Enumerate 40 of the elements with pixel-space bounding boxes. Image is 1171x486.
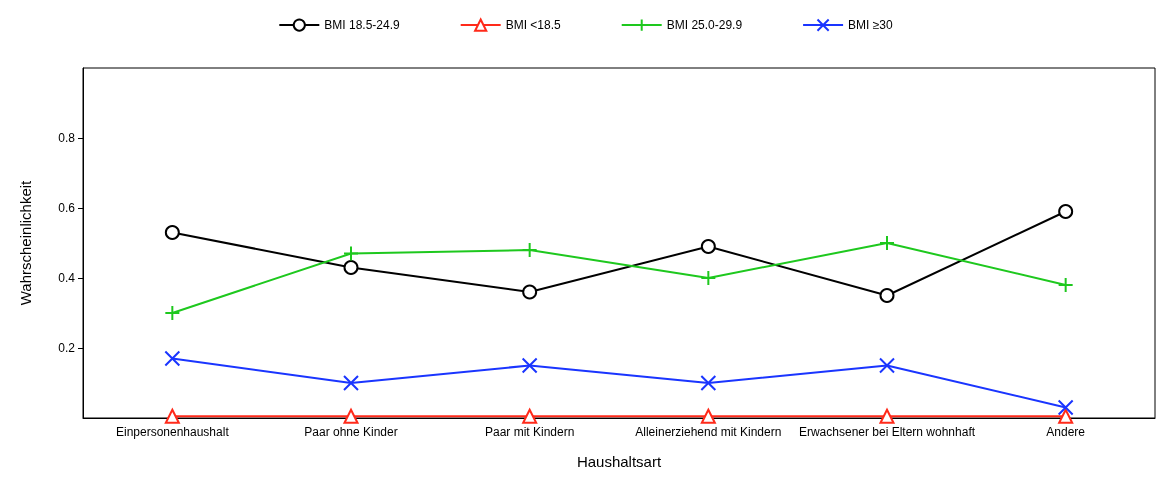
point	[164, 408, 180, 424]
x-tick-label: Alleinerziehend mit Kindern	[635, 425, 782, 439]
point	[879, 235, 895, 251]
point	[700, 270, 717, 286]
x-tick-label: Erwachsener bei Eltern wohnhaft	[798, 425, 976, 439]
point	[700, 375, 717, 391]
point	[879, 288, 895, 303]
y-tick-label: 0.2	[58, 341, 76, 355]
x-tick-label: Einpersonenhaushalt	[115, 425, 230, 439]
point	[164, 225, 180, 240]
y-axis-title: Wahrscheinlichkeit	[17, 179, 34, 306]
point	[700, 408, 716, 424]
x-tick-label: Andere	[1046, 425, 1086, 439]
legend-label: BMI <18.5	[505, 18, 562, 33]
x-tick-label: Paar mit Kindern	[484, 425, 575, 439]
legend-label: BMI ≥30	[848, 18, 894, 33]
legend-label: BMI 25.0-29.9	[666, 18, 743, 33]
point	[343, 245, 359, 262]
x-axis-title: Haushaltsart	[576, 453, 662, 470]
point	[522, 284, 538, 300]
point	[879, 408, 895, 424]
y-tick-label: 0.6	[58, 201, 76, 215]
y-tick-label: 0.8	[58, 131, 76, 145]
point	[1058, 408, 1074, 424]
legend-label: BMI 18.5-24.9	[324, 18, 401, 33]
point	[521, 357, 538, 374]
point	[164, 350, 181, 367]
point	[521, 242, 538, 258]
y-tick-label: 0.4	[58, 271, 76, 285]
point	[700, 239, 716, 254]
point	[164, 305, 181, 321]
point	[343, 408, 359, 424]
point	[879, 357, 895, 374]
x-tick-label: Paar ohne Kinder	[304, 425, 398, 439]
point	[1057, 277, 1074, 293]
point	[522, 408, 538, 424]
point	[1058, 204, 1074, 219]
point	[1057, 399, 1074, 416]
point	[343, 375, 359, 391]
point	[343, 260, 359, 275]
